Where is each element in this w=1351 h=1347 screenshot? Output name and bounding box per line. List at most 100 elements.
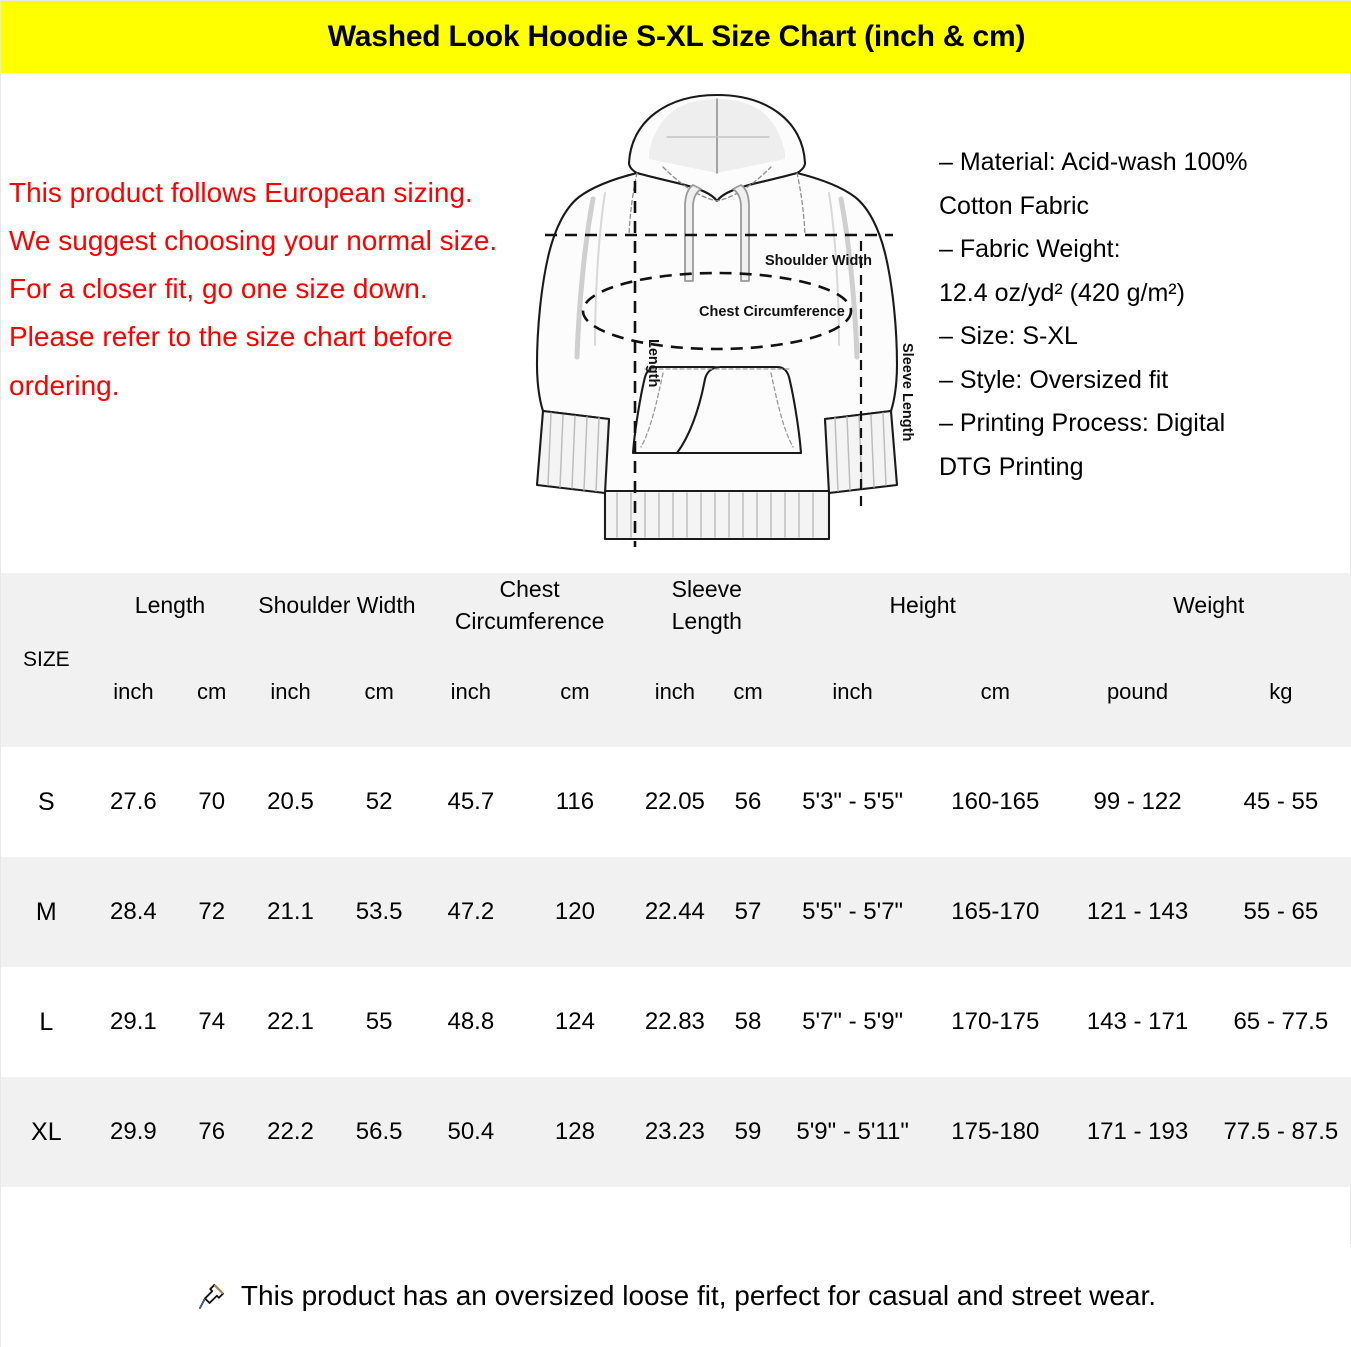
cell-sleeve-cm: 58 bbox=[716, 967, 780, 1078]
cell-length-cm: 70 bbox=[175, 747, 249, 858]
spec-line-material-cont: Cotton Fabric bbox=[939, 191, 1090, 220]
footer-note-text: This product has an oversized loose fit,… bbox=[240, 1279, 1157, 1311]
illustration-label-chest-circumference: Chest Circumference bbox=[699, 304, 845, 320]
footer-note: This product has an oversized loose fit,… bbox=[1, 1244, 1351, 1347]
pushpin-icon bbox=[199, 1283, 224, 1309]
cell-weight-kg: 55 - 65 bbox=[1209, 857, 1351, 968]
product-specs: – Material: Acid-wash 100% Cotton Fabric… bbox=[939, 141, 1339, 489]
cell-sleeve-cm: 56 bbox=[716, 747, 780, 858]
illustration-label-length: Length bbox=[645, 339, 661, 387]
table-header-group-length: Length bbox=[91, 573, 249, 638]
row-size-label: S bbox=[1, 747, 92, 858]
cell-sleeve-inch: 23.23 bbox=[633, 1077, 717, 1188]
table-unit-header-row: inch cm inch cm inch cm inch cm inch cm … bbox=[1, 637, 1351, 748]
cell-weight-kg: 77.5 - 87.5 bbox=[1209, 1077, 1351, 1188]
table-header-unit-height-inch: inch bbox=[779, 637, 926, 748]
row-size-label: L bbox=[1, 967, 92, 1078]
cell-sleeve-cm: 57 bbox=[716, 857, 780, 968]
cell-sleeve-inch: 22.83 bbox=[633, 967, 717, 1078]
cell-length-inch: 29.9 bbox=[91, 1077, 176, 1188]
cell-weight-pound: 143 - 171 bbox=[1065, 967, 1210, 1078]
spec-line-size: – Size: S-XL bbox=[939, 322, 1078, 350]
cell-weight-pound: 121 - 143 bbox=[1065, 857, 1210, 968]
spec-line-printing: – Printing Process: Digital bbox=[939, 409, 1226, 437]
table-header-unit-chest-cm: cm bbox=[516, 637, 634, 748]
hero-section: This product follows European sizing. We… bbox=[1, 73, 1351, 573]
cell-chest-cm: 124 bbox=[516, 967, 634, 1078]
cell-shoulder-inch: 22.2 bbox=[248, 1077, 333, 1188]
title-banner: Washed Look Hoodie S-XL Size Chart (inch… bbox=[1, 1, 1351, 73]
cell-shoulder-cm: 53.5 bbox=[332, 857, 426, 968]
illustration-label-sleeve-length: Sleeve Length bbox=[899, 343, 915, 441]
table-row: S 27.6 70 20.5 52 45.7 116 22.05 56 5'3"… bbox=[1, 747, 1351, 858]
table-header-unit-shoulder-inch: inch bbox=[248, 637, 333, 748]
cell-height-cm: 170-175 bbox=[925, 967, 1066, 1078]
table-header-group-weight: Weight bbox=[1065, 573, 1351, 638]
cell-chest-inch: 45.7 bbox=[425, 747, 517, 858]
cell-height-inch: 5'7" - 5'9" bbox=[779, 967, 926, 1078]
cell-shoulder-cm: 55 bbox=[332, 967, 426, 1078]
cell-chest-cm: 128 bbox=[516, 1077, 634, 1188]
row-size-label: M bbox=[1, 857, 92, 968]
cell-length-inch: 29.1 bbox=[91, 967, 176, 1078]
table-header-group-height: Height bbox=[779, 573, 1066, 638]
cell-height-inch: 5'9" - 5'11" bbox=[779, 1077, 926, 1188]
table-header-unit-chest-inch: inch bbox=[425, 637, 517, 748]
cell-height-cm: 175-180 bbox=[925, 1077, 1066, 1188]
spec-line-style: – Style: Oversized fit bbox=[939, 365, 1169, 394]
table-header-group-shoulder-width: Shoulder Width bbox=[248, 573, 426, 638]
cell-height-cm: 165-170 bbox=[925, 857, 1066, 968]
table-header-unit-length-inch: inch bbox=[91, 637, 176, 748]
table-row: M 28.4 72 21.1 53.5 47.2 120 22.44 57 5'… bbox=[1, 857, 1351, 968]
cell-length-inch: 27.6 bbox=[91, 747, 176, 858]
cell-length-cm: 74 bbox=[175, 967, 249, 1078]
table-header-unit-length-cm: cm bbox=[175, 637, 249, 748]
cell-shoulder-inch: 21.1 bbox=[248, 857, 333, 968]
table-header-unit-weight-kg: kg bbox=[1209, 637, 1351, 748]
table-header-group-sleeve-length: Sleeve Length bbox=[633, 573, 780, 638]
cell-weight-kg: 45 - 55 bbox=[1209, 747, 1351, 858]
cell-sleeve-inch: 22.44 bbox=[633, 857, 717, 968]
hoodie-illustration: Shoulder Width Chest Circumference Lengt… bbox=[517, 81, 917, 561]
table-row: XL 29.9 76 22.2 56.5 50.4 128 23.23 59 5… bbox=[1, 1077, 1351, 1188]
page-title: Washed Look Hoodie S-XL Size Chart (inch… bbox=[327, 20, 1026, 53]
cell-length-cm: 76 bbox=[175, 1077, 249, 1188]
table-header-unit-shoulder-cm: cm bbox=[332, 637, 426, 748]
size-chart-table: SIZE Length Shoulder Width Chest Circumf… bbox=[1, 573, 1351, 1188]
cell-sleeve-cm: 59 bbox=[716, 1077, 780, 1188]
sizing-notice: This product follows European sizing. We… bbox=[9, 169, 519, 410]
cell-shoulder-inch: 20.5 bbox=[248, 747, 333, 858]
table-row: L 29.1 74 22.1 55 48.8 124 22.83 58 5'7"… bbox=[1, 967, 1351, 1078]
illustration-label-shoulder-width: Shoulder Width bbox=[765, 253, 872, 269]
table-header-unit-weight-pound: pound bbox=[1065, 637, 1210, 748]
spec-line-material: – Material: Acid-wash 100% bbox=[939, 148, 1248, 176]
cell-weight-pound: 171 - 193 bbox=[1065, 1077, 1210, 1188]
spec-line-fabric-weight: – Fabric Weight: bbox=[939, 235, 1121, 263]
table-header-size: SIZE bbox=[1, 573, 92, 748]
cell-shoulder-cm: 52 bbox=[332, 747, 426, 858]
row-size-label: XL bbox=[1, 1077, 92, 1188]
cell-weight-kg: 65 - 77.5 bbox=[1209, 967, 1351, 1078]
sizing-notice-paragraph-2: For a closer fit, go one size down. Plea… bbox=[9, 273, 453, 401]
cell-length-inch: 28.4 bbox=[91, 857, 176, 968]
cell-height-cm: 160-165 bbox=[925, 747, 1066, 858]
cell-height-inch: 5'3" - 5'5" bbox=[779, 747, 926, 858]
cell-length-cm: 72 bbox=[175, 857, 249, 968]
cell-chest-cm: 120 bbox=[516, 857, 634, 968]
table-header-unit-height-cm: cm bbox=[925, 637, 1066, 748]
cell-height-inch: 5'5" - 5'7" bbox=[779, 857, 926, 968]
cell-chest-cm: 116 bbox=[516, 747, 634, 858]
cell-chest-inch: 50.4 bbox=[425, 1077, 517, 1188]
spec-line-fabric-weight-value: 12.4 oz/yd² (420 g/m²) bbox=[939, 278, 1185, 307]
cell-sleeve-inch: 22.05 bbox=[633, 747, 717, 858]
cell-shoulder-cm: 56.5 bbox=[332, 1077, 426, 1188]
table-header-group-chest-circumference: Chest Circumference bbox=[425, 573, 634, 638]
sizing-notice-paragraph-1: This product follows European sizing. We… bbox=[9, 177, 498, 257]
table-group-header-row: SIZE Length Shoulder Width Chest Circumf… bbox=[1, 573, 1351, 748]
cell-weight-pound: 99 - 122 bbox=[1065, 747, 1210, 858]
table-header-unit-sleeve-inch: inch bbox=[633, 637, 717, 748]
spec-line-printing-cont: DTG Printing bbox=[939, 452, 1084, 481]
cell-chest-inch: 47.2 bbox=[425, 857, 517, 968]
table-header-unit-sleeve-cm: cm bbox=[716, 637, 780, 748]
